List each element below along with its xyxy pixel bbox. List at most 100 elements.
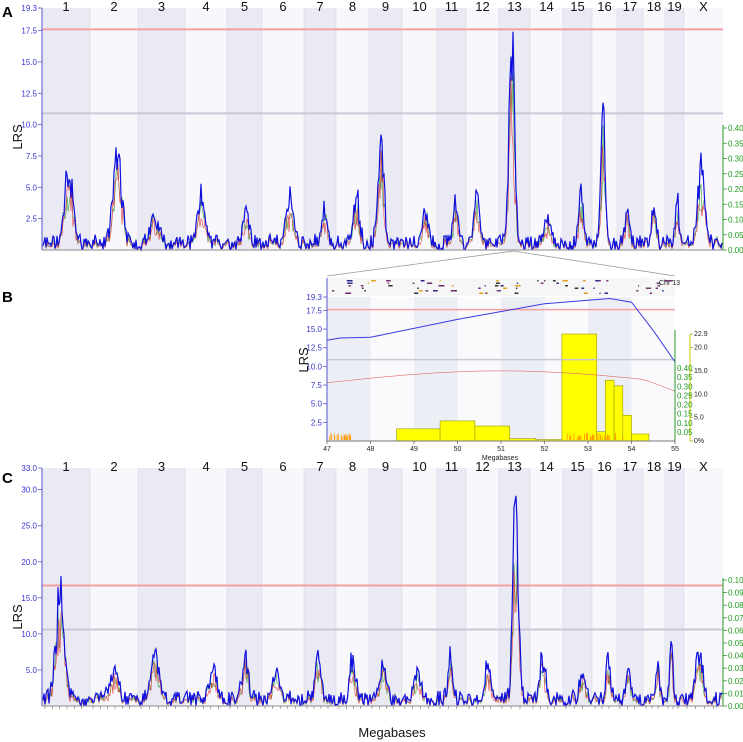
chr-label-4: 4 [202, 0, 209, 14]
gene [484, 285, 486, 287]
left-tick-label: 15.0 [306, 325, 322, 334]
panel-a-ylabel: LRS [10, 124, 25, 150]
x-tick-label: 48 [367, 446, 375, 453]
gene [599, 292, 601, 294]
chr-label-15: 15 [570, 0, 584, 14]
chr-band-X [684, 8, 723, 250]
chr-band-3 [138, 8, 185, 250]
series-red [42, 77, 723, 252]
gene [662, 290, 664, 292]
chr-band-2 [90, 468, 138, 706]
right-tick-label: 0.00 [728, 246, 743, 255]
gene [451, 285, 454, 287]
gene [649, 292, 652, 294]
right-tick-label: 0.40 [728, 124, 743, 133]
gene [583, 292, 588, 294]
x-tick-label: 53 [584, 446, 592, 453]
gene [496, 280, 499, 282]
gene [595, 280, 600, 282]
chr-label-9: 9 [382, 459, 389, 474]
chr-band-4 [185, 8, 227, 250]
gene [581, 287, 585, 289]
x-tick-label: 54 [628, 446, 636, 453]
chr-band-9 [369, 468, 402, 706]
gene [496, 290, 501, 292]
left-tick-label: 25.0 [21, 522, 37, 531]
left-tick-label: 33.0 [21, 464, 37, 473]
right-tick-label: 0.05 [728, 231, 743, 240]
chr-label-5: 5 [241, 0, 248, 14]
chr-band-16 [592, 468, 617, 706]
right-tick-label-green: 0.35 [677, 373, 693, 382]
chr-label-1: 1 [62, 459, 69, 474]
x-tick-label: 47 [323, 446, 331, 453]
left-tick-label: 2.5 [26, 215, 38, 224]
left-tick-label: 10.0 [306, 362, 322, 371]
chr-band-7 [304, 8, 336, 250]
gene [425, 290, 429, 292]
gene [503, 287, 508, 289]
gene [412, 282, 415, 284]
mb-band [414, 297, 458, 441]
gene [346, 280, 353, 282]
left-tick-label: 10.0 [21, 630, 37, 639]
chr-band-19 [665, 8, 684, 250]
snp-density-bar [561, 333, 598, 442]
right-tick-label: 0.09 [728, 589, 743, 598]
chr-label-11: 11 [445, 0, 459, 14]
gene [655, 287, 658, 289]
chr-band-3 [138, 468, 185, 706]
x-tick-label: 50 [454, 446, 462, 453]
right-tick-label-yellow: 5.0 [694, 415, 704, 422]
chr-label-15: 15 [570, 459, 584, 474]
right-tick-label: 0.05 [728, 639, 743, 648]
gene [494, 285, 499, 287]
left-tick-label: 7.5 [26, 152, 38, 161]
right-tick-label: 0.07 [728, 614, 743, 623]
zoom-line-right [512, 250, 676, 277]
x-tick-label: 51 [497, 446, 505, 453]
gene [388, 285, 393, 287]
panel-a-label: A [2, 4, 13, 21]
mb-band [457, 297, 501, 441]
gene [516, 287, 518, 289]
chr-label-7: 7 [316, 0, 323, 14]
gene [540, 282, 544, 284]
chr-band-11 [437, 8, 466, 250]
chr-label-X: X [699, 459, 708, 474]
chr-label-X: X [699, 0, 708, 14]
x-tick-label: 52 [541, 446, 549, 453]
series-lrs [42, 31, 723, 252]
chr-label-12: 12 [475, 0, 489, 14]
gene [514, 292, 519, 294]
gene [387, 282, 390, 284]
right-tick-label: 0.10 [728, 576, 743, 585]
gene [361, 287, 364, 289]
panel-c-ylabel: LRS [10, 604, 25, 630]
right-tick-label-yellow: 0% [694, 438, 704, 445]
gene [364, 290, 366, 292]
gene [500, 285, 504, 287]
chr-label-13: 13 [507, 0, 521, 14]
gene [604, 292, 609, 294]
chr-label-10: 10 [412, 0, 426, 14]
right-tick-label-green: 0.25 [677, 391, 693, 400]
chr-label-19: 19 [667, 459, 681, 474]
right-tick-label: 0.06 [728, 626, 743, 635]
snp-density-bar [439, 420, 476, 442]
right-tick-label: 0.25 [728, 170, 743, 179]
chr-band-8 [336, 8, 369, 250]
snp-density-bar [474, 425, 510, 442]
chr-label-19: 19 [667, 0, 681, 14]
panel-b-label: B [2, 289, 13, 306]
chr-band-15 [563, 8, 592, 250]
chr-label-9: 9 [382, 0, 389, 14]
gene [516, 282, 519, 284]
left-tick-label: 7.5 [311, 381, 323, 390]
chr-band-12 [466, 468, 499, 706]
gene [438, 285, 445, 287]
chr-label-18: 18 [647, 459, 661, 474]
chr-band-19 [665, 468, 684, 706]
right-tick-label-yellow: 20.0 [694, 345, 708, 352]
gene [593, 287, 595, 289]
